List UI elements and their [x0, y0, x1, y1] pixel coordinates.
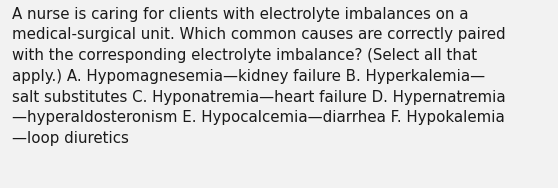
Text: A nurse is caring for clients with electrolyte imbalances on a
medical-surgical : A nurse is caring for clients with elect…: [12, 7, 506, 146]
